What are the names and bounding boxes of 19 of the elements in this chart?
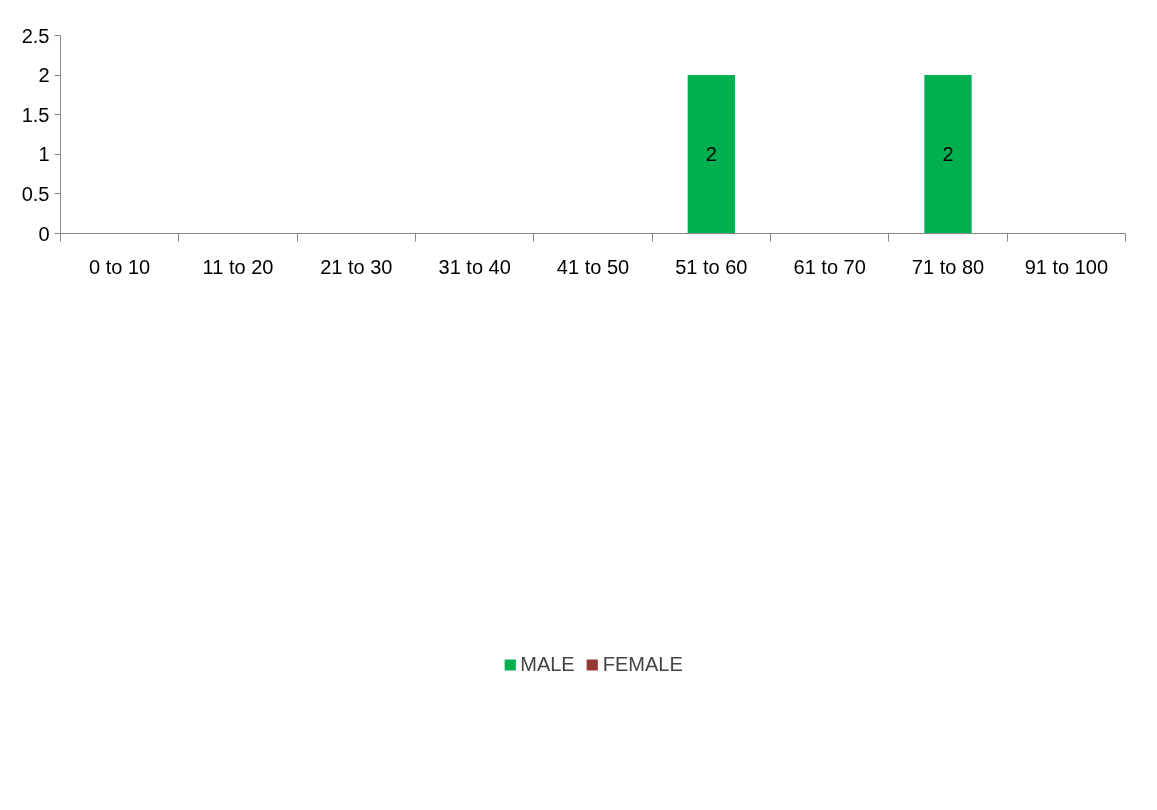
data-label: 2 (942, 143, 954, 166)
y-tick-label: 0 (38, 222, 50, 245)
x-tick-label: 71 to 80 (911, 255, 985, 278)
x-tick-label: 11 to 20 (202, 255, 274, 278)
x-tick-label: 61 to 70 (793, 255, 866, 278)
y-tick-label: 0.5 (21, 182, 50, 205)
x-tick-label: 31 to 40 (438, 255, 511, 278)
x-tick-label: 41 to 50 (556, 255, 630, 278)
legend-label: MALE (520, 652, 575, 676)
legend-label: FEMALE (602, 652, 683, 676)
data-label: 2 (705, 143, 717, 166)
y-tick-label: 1.5 (21, 103, 50, 126)
y-tick-label: 2.5 (21, 24, 50, 47)
x-tick-label: 21 to 30 (320, 255, 393, 278)
x-tick-label: 51 to 60 (675, 255, 748, 278)
y-tick-label: 1 (38, 143, 50, 166)
x-tick-label: 0 to 10 (89, 255, 151, 278)
y-tick-label: 2 (38, 64, 50, 87)
x-tick-label: 91 to 100 (1024, 255, 1109, 278)
